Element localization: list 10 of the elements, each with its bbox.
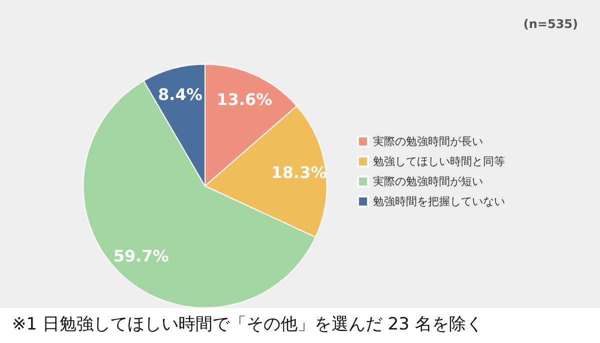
data-label: 18.3% (271, 163, 327, 182)
data-label: 8.4% (158, 84, 202, 104)
text: ※1 日勉強してほしい時間で「その他」を選んだ 23 名を除く (12, 314, 483, 334)
legend-label: 勉強時間を把握していない (373, 195, 505, 208)
text: (n=535) (523, 17, 578, 31)
legend-label: 実際の勉強時間が長い (373, 135, 483, 148)
data-label: 13.6% (216, 90, 272, 110)
legend-label: 勉強してほしい時間と同等 (373, 155, 505, 168)
data-label: 59.7% (113, 246, 169, 266)
legend-label: 実際の勉強時間が短い (373, 175, 483, 188)
